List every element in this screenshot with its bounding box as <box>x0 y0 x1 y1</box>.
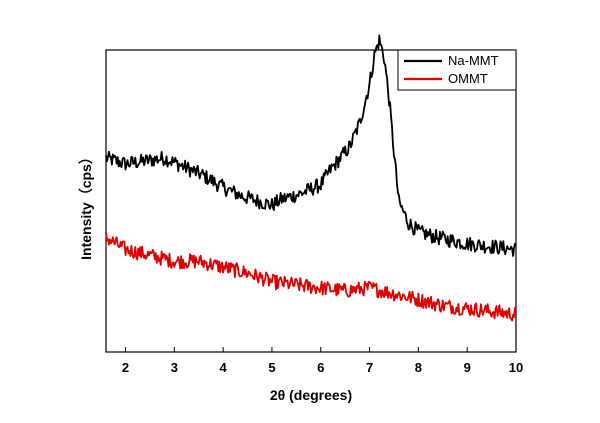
series-layer <box>105 34 517 322</box>
x-tick-label-4: 4 <box>220 360 228 375</box>
x-tick-label-10: 10 <box>509 360 523 375</box>
legend: Na-MMT OMMT <box>397 49 517 91</box>
x-axis-title: 2θ (degrees) <box>270 387 352 403</box>
legend-box <box>397 49 517 91</box>
x-tick-label-3: 3 <box>171 360 178 375</box>
x-ticks: 2 3 4 5 6 7 8 9 10 <box>122 347 523 375</box>
x-tick-label-7: 7 <box>366 360 373 375</box>
series-line-na-mmt <box>105 34 517 257</box>
plot-frame <box>105 49 517 353</box>
series-line-ommt <box>105 232 517 322</box>
x-tick-label-2: 2 <box>122 360 129 375</box>
legend-label-na-mmt: Na-MMT <box>448 53 499 68</box>
y-axis-title: Intensity（cps） <box>78 150 94 260</box>
x-tick-label-5: 5 <box>268 360 275 375</box>
x-tick-label-9: 9 <box>464 360 471 375</box>
legend-label-ommt: OMMT <box>448 71 488 86</box>
x-tick-label-6: 6 <box>317 360 324 375</box>
x-tick-label-8: 8 <box>415 360 422 375</box>
